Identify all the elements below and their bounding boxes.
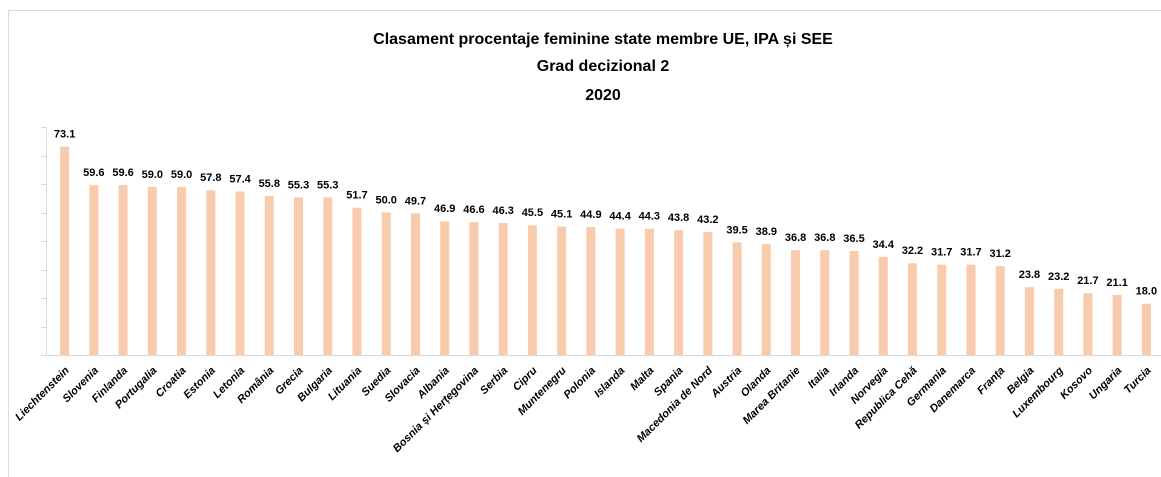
value-label: 36.8 — [814, 232, 835, 244]
value-label: 34.4 — [873, 239, 895, 251]
bar — [352, 207, 362, 355]
x-tick-label: Estonia — [181, 365, 218, 402]
x-tick-label: Ungaria — [1087, 365, 1124, 402]
bar — [937, 264, 947, 355]
bar — [644, 228, 654, 355]
value-label: 46.9 — [434, 203, 455, 215]
value-label: 57.4 — [229, 173, 251, 185]
value-label: 59.6 — [83, 167, 104, 179]
bar — [761, 244, 771, 355]
bar — [206, 190, 216, 355]
bar — [1024, 287, 1034, 355]
value-label: 49.7 — [405, 195, 426, 207]
bar — [323, 197, 333, 355]
bar — [586, 227, 596, 355]
chart-frame — [8, 10, 1161, 477]
value-label: 50.0 — [376, 194, 397, 206]
value-label: 21.7 — [1077, 275, 1098, 287]
bar — [791, 250, 801, 355]
value-label: 55.8 — [259, 178, 280, 190]
value-label: 21.1 — [1106, 277, 1127, 289]
value-label: 18.0 — [1136, 286, 1157, 298]
value-label: 44.3 — [639, 211, 660, 223]
bar — [89, 185, 99, 355]
value-label: 36.5 — [843, 233, 864, 245]
value-label: 44.4 — [609, 210, 631, 222]
bar — [527, 225, 537, 355]
bar — [966, 264, 976, 355]
value-label: 45.5 — [522, 207, 543, 219]
bar — [235, 191, 245, 355]
x-tick-label: Serbia — [478, 365, 510, 397]
value-label: 38.9 — [756, 226, 777, 238]
bar — [1141, 303, 1151, 355]
value-label: 46.6 — [463, 204, 484, 216]
bar — [440, 221, 450, 355]
value-label: 45.1 — [551, 208, 572, 220]
bar — [1054, 288, 1064, 355]
value-label: 31.7 — [931, 247, 952, 259]
value-label: 39.5 — [726, 224, 747, 236]
value-label: 55.3 — [288, 179, 309, 191]
value-label: 59.0 — [171, 169, 192, 181]
bar — [118, 185, 128, 355]
bar — [674, 230, 684, 355]
bar — [878, 256, 888, 355]
bar — [557, 226, 567, 355]
value-label: 23.2 — [1048, 271, 1069, 283]
value-label: 55.3 — [317, 179, 338, 191]
x-tick-label: Austria — [708, 365, 744, 401]
chart-title: Grad decizional 2 — [537, 58, 670, 75]
value-label: 31.7 — [960, 247, 981, 259]
bar — [264, 195, 274, 355]
bar — [703, 231, 713, 355]
bar — [60, 146, 70, 355]
value-label: 43.8 — [668, 212, 689, 224]
value-label: 57.8 — [200, 172, 221, 184]
chart-title: Clasament procentaje feminine state memb… — [373, 31, 833, 48]
bar — [995, 266, 1005, 355]
bar — [469, 222, 479, 355]
value-label: 36.8 — [785, 232, 806, 244]
x-tick-label: Islanda — [592, 365, 627, 400]
value-label: 59.0 — [142, 169, 163, 181]
value-label: 73.1 — [54, 129, 75, 141]
value-label: 23.8 — [1019, 269, 1040, 281]
x-tick-label: Polonia — [561, 365, 598, 402]
bar — [1112, 294, 1122, 355]
x-tick-label: Franța — [975, 365, 1007, 397]
bar — [410, 213, 420, 355]
bar — [381, 212, 391, 355]
bar — [820, 250, 830, 355]
x-tick-label: Turcia — [1122, 365, 1154, 397]
value-label: 44.9 — [580, 209, 601, 221]
value-label: 59.6 — [112, 167, 133, 179]
bar — [907, 263, 917, 355]
x-tick-label: Italia — [806, 365, 832, 391]
bar — [294, 197, 304, 355]
value-label: 43.2 — [697, 214, 718, 226]
bar — [147, 186, 157, 355]
value-label: 32.2 — [902, 245, 923, 257]
bar — [732, 242, 742, 355]
bar — [615, 228, 625, 355]
value-label: 46.3 — [492, 205, 513, 217]
chart-title: 2020 — [585, 87, 621, 104]
bar — [849, 250, 859, 355]
bar — [1083, 293, 1093, 355]
bar — [177, 186, 187, 355]
value-label: 31.2 — [989, 248, 1010, 260]
bar — [498, 223, 508, 355]
value-label: 51.7 — [346, 190, 367, 202]
